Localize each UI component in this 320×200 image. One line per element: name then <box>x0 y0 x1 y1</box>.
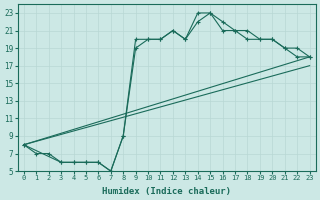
X-axis label: Humidex (Indice chaleur): Humidex (Indice chaleur) <box>102 187 231 196</box>
